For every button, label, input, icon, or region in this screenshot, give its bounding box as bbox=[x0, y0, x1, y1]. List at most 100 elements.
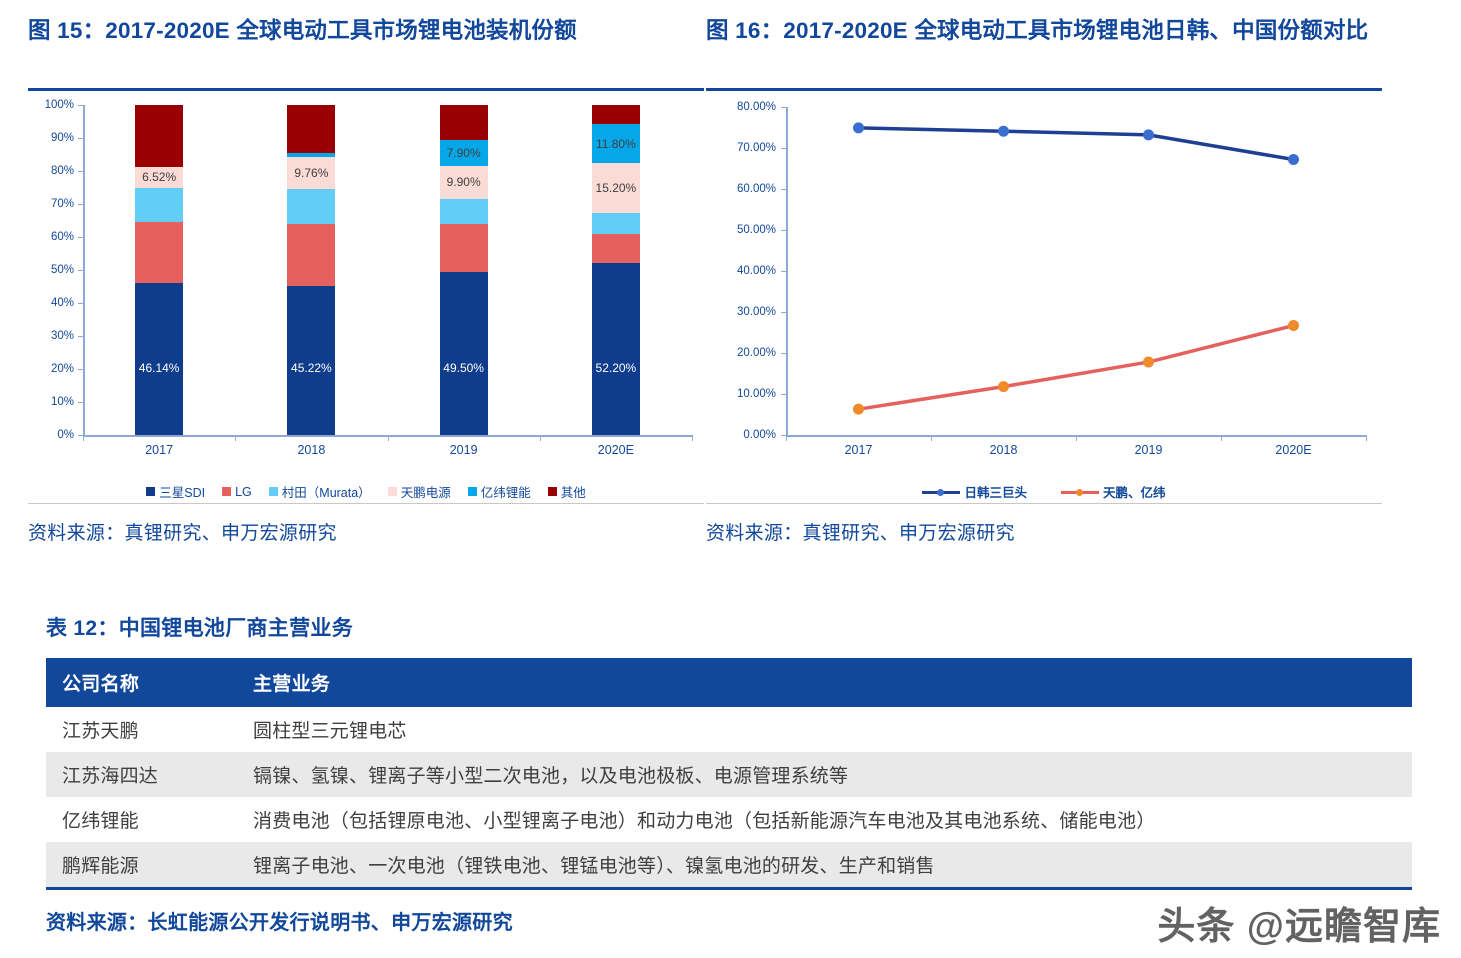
bar-segment bbox=[287, 152, 336, 157]
data-point-marker bbox=[998, 381, 1009, 393]
column-header-company: 公司名称 bbox=[46, 658, 237, 707]
y-axis-tick-label: 80.00% bbox=[736, 101, 776, 113]
bar-segment bbox=[439, 223, 488, 272]
y-axis-tick bbox=[78, 204, 84, 205]
y-axis-tick bbox=[781, 148, 787, 149]
figure-15-chart: 0% 10% 20% 30% 40% 50% 60% 70% 80% 90% 100% 46.14% 6… bbox=[28, 97, 704, 500]
y-axis-tick-label: 90% bbox=[50, 132, 74, 144]
x-axis-tick bbox=[235, 435, 237, 441]
x-axis-tick-label: 2018 bbox=[989, 443, 1018, 457]
figure-16-title-rule bbox=[706, 88, 1382, 91]
bar-stack-2019: 49.50% 9.90% 7.90% bbox=[439, 105, 488, 435]
legend-item-三星SDI[interactable]: 三星SDI bbox=[146, 482, 205, 501]
x-axis-tick bbox=[786, 435, 787, 441]
bar-segment-label: 46.14% bbox=[138, 361, 180, 375]
y-axis-tick bbox=[781, 312, 787, 313]
legend-item-亿纬锂能[interactable]: 亿纬锂能 bbox=[467, 482, 531, 501]
bar-segment bbox=[591, 105, 640, 125]
bar-segment-label: 9.90% bbox=[446, 175, 481, 190]
legend-swatch bbox=[268, 487, 278, 496]
x-axis-tick-label: 2018 bbox=[297, 443, 326, 457]
y-axis-tick-label: 100% bbox=[44, 99, 74, 111]
figure-16-panel: 图 16：2017-2020E 全球电动工具市场锂电池日韩、中国份额对比 0.0… bbox=[706, 14, 1382, 545]
column-header-business: 主营业务 bbox=[237, 658, 1412, 707]
cell-business: 圆柱型三元锂电芯 bbox=[253, 721, 407, 742]
figure-15-title: 图 15：2017-2020E 全球电动工具市场锂电池装机份额 bbox=[28, 18, 577, 43]
table-12-body: 江苏天鹏 圆柱型三元锂电芯 江苏海四达 镉镍、氢镍、锂离子等小型二次电池，以及电池极板… bbox=[46, 707, 1412, 887]
y-axis-tick-label: 60.00% bbox=[736, 183, 776, 195]
y-axis-tick bbox=[781, 435, 787, 436]
legend-label: 其他 bbox=[560, 486, 586, 500]
x-axis-tick bbox=[931, 435, 932, 441]
y-axis-tick-label: 70% bbox=[50, 198, 74, 210]
bar-segment: 7.90% bbox=[439, 140, 488, 167]
y-axis-tick-label: 80% bbox=[50, 165, 74, 177]
y-axis-tick bbox=[78, 171, 84, 172]
y-axis-tick bbox=[78, 237, 84, 238]
cell-business: 锂离子电池、一次电池（锂铁电池、锂锰电池等）、镍氢电池的研发、生产和销售 bbox=[237, 842, 1412, 887]
cell-company: 江苏天鹏 bbox=[62, 721, 139, 742]
bar-segment-label: 11.80% bbox=[595, 136, 636, 151]
figure-15-source-rule bbox=[28, 503, 704, 504]
line-series-layer bbox=[853, 122, 1299, 415]
legend-line-marker bbox=[1061, 487, 1099, 497]
data-point-marker bbox=[998, 125, 1009, 137]
y-axis-tick-label: 50.00% bbox=[736, 224, 776, 236]
y-axis-tick bbox=[781, 353, 787, 354]
legend-item-天鹏、亿纬[interactable]: 天鹏、亿纬 bbox=[1061, 482, 1166, 501]
x-axis-tick bbox=[1366, 435, 1367, 441]
bar-segment bbox=[591, 213, 640, 235]
legend-swatch bbox=[547, 487, 557, 496]
figure-15-legend: 三星SDI LG 村田（Murata） 天鹏电源 亿纬锂能 其他 bbox=[28, 482, 704, 501]
bar-stack-2018: 45.22% 9.76% bbox=[287, 105, 336, 435]
bar-segment-label: 52.20% bbox=[595, 361, 637, 375]
legend-swatch bbox=[467, 487, 477, 496]
bar-segment bbox=[439, 198, 488, 224]
bar-segment bbox=[287, 188, 336, 225]
figure-16-source: 资料来源：真锂研究、申万宏源研究 bbox=[706, 523, 1015, 544]
table-12-head: 公司名称 主营业务 bbox=[46, 658, 1412, 707]
figure-16-chart: 0.00% 10.00% 20.00% 30.00% 40.00% 50.00% 60.00… bbox=[706, 97, 1382, 500]
legend-label: 三星SDI bbox=[159, 486, 206, 500]
figure-15-source: 资料来源：真锂研究、申万宏源研究 bbox=[28, 523, 337, 544]
y-axis-tick-label: 20% bbox=[50, 363, 74, 375]
y-axis-tick-label: 0.00% bbox=[743, 429, 776, 441]
figure-15-panel: 图 15：2017-2020E 全球电动工具市场锂电池装机份额 0% 10% 20%… bbox=[28, 14, 704, 545]
bar-segment-label: 45.22% bbox=[291, 361, 332, 375]
figure-16-title: 图 16：2017-2020E 全球电动工具市场锂电池日韩、中国份额对比 bbox=[706, 18, 1369, 43]
bar-segment-label: 49.50% bbox=[443, 361, 484, 375]
data-point-marker bbox=[1288, 153, 1299, 165]
y-axis-tick bbox=[781, 394, 787, 395]
data-point-marker bbox=[853, 403, 864, 415]
legend-item-其他[interactable]: 其他 bbox=[547, 482, 586, 501]
bar-segment: 45.22% bbox=[287, 285, 336, 435]
y-axis-tick bbox=[78, 270, 84, 271]
data-point-marker bbox=[1288, 320, 1299, 332]
data-point-marker bbox=[1143, 129, 1154, 141]
x-axis-tick bbox=[1076, 435, 1077, 441]
cell-company: 鹏辉能源 bbox=[46, 842, 237, 887]
legend-item-村田（Murata）[interactable]: 村田（Murata） bbox=[268, 482, 371, 501]
bar-segment: 9.76% bbox=[287, 156, 336, 189]
watermark: 头条 @远瞻智库 bbox=[1157, 906, 1441, 948]
legend-swatch bbox=[222, 487, 232, 496]
legend-label: 村田（Murata） bbox=[281, 486, 371, 500]
legend-item-LG[interactable]: LG bbox=[222, 485, 252, 499]
y-axis-tick bbox=[78, 105, 84, 106]
x-axis-tick-label: 2019 bbox=[449, 443, 478, 457]
table-12-bottom-rule bbox=[46, 887, 1412, 890]
cell-company: 江苏海四达 bbox=[46, 752, 237, 797]
bar-segment-label: 7.90% bbox=[446, 146, 481, 161]
legend-item-日韩三巨头[interactable]: 日韩三巨头 bbox=[922, 482, 1027, 501]
legend-item-天鹏电源[interactable]: 天鹏电源 bbox=[387, 482, 451, 501]
bar-segment-label: 6.52% bbox=[142, 170, 177, 185]
x-axis-tick-label: 2020E bbox=[1275, 443, 1312, 457]
y-axis-tick-label: 30.00% bbox=[736, 306, 776, 318]
bar-segment bbox=[135, 222, 184, 283]
x-axis-tick-label: 2019 bbox=[1134, 443, 1163, 457]
x-axis-tick-label: 2017 bbox=[145, 443, 174, 457]
legend-line-marker bbox=[922, 487, 961, 497]
legend-swatch bbox=[387, 487, 397, 496]
legend-label: 天鹏、亿纬 bbox=[1103, 486, 1166, 500]
